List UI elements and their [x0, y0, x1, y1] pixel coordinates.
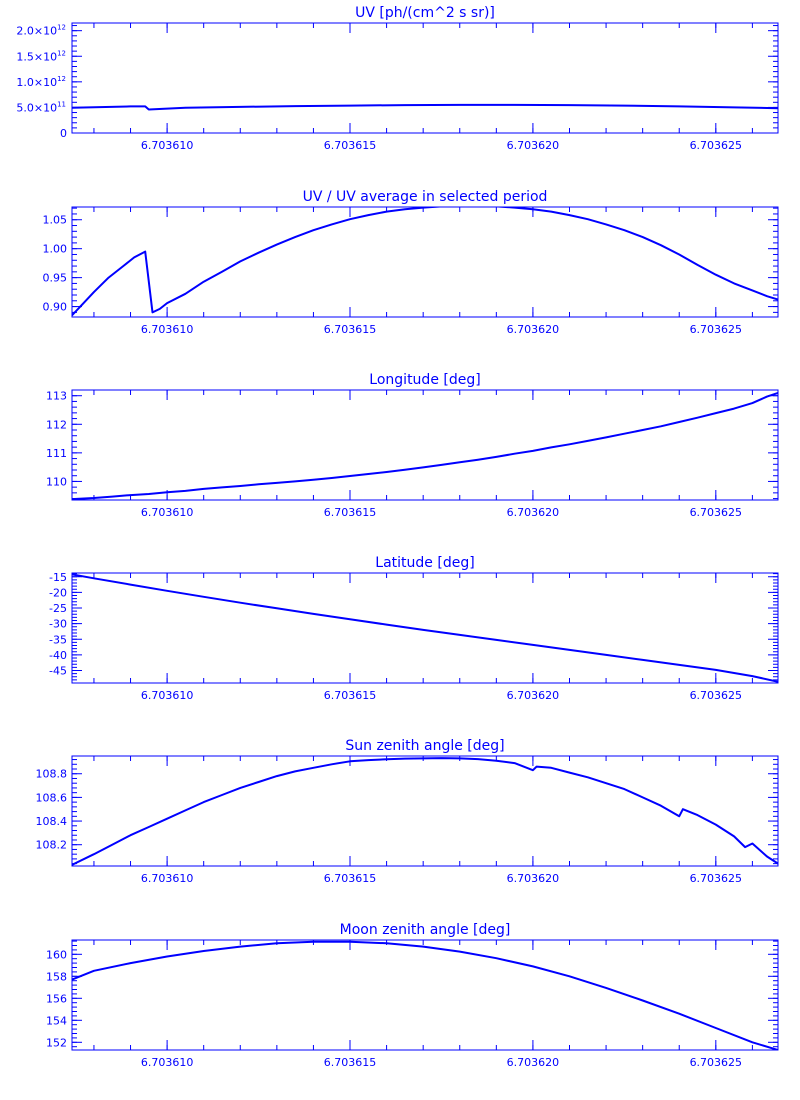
- x-tick-label: 6.703610: [141, 323, 194, 336]
- y-tick-label: 1.0×1012: [16, 75, 66, 89]
- chart-title: Longitude [deg]: [369, 372, 480, 388]
- y-tick-label: 111: [46, 447, 67, 460]
- y-tick-label: -45: [49, 665, 67, 678]
- x-tick-label: 6.703615: [324, 1056, 377, 1069]
- x-tick-label: 6.703615: [324, 506, 377, 519]
- chart-panel: UV [ph/(cm^2 s sr)] 6.703610 6.703615 6.703…: [16, 5, 779, 152]
- series-line: [72, 391, 778, 500]
- plot-frame: [71, 206, 779, 318]
- x-tick-label: 6.703615: [324, 872, 377, 885]
- x-tick-label: 6.703620: [507, 1056, 560, 1069]
- y-tick-label: -20: [49, 586, 67, 599]
- series-line: [72, 207, 778, 316]
- x-tick-label: 6.703615: [324, 139, 377, 152]
- chart-panel: UV / UV average in selected period 6.7036…: [43, 189, 779, 336]
- series-line: [72, 757, 778, 866]
- y-tick-label: 1.00: [43, 243, 68, 256]
- y-tick-label: 1.05: [43, 214, 68, 227]
- plot-frame: [71, 389, 779, 501]
- x-tick-label: 6.703620: [507, 872, 560, 885]
- chart-title: UV [ph/(cm^2 s sr)]: [355, 5, 495, 21]
- y-tick-label: 0.95: [43, 272, 68, 285]
- y-tick-label: -40: [49, 649, 67, 662]
- chart-title: Moon zenith angle [deg]: [340, 922, 511, 938]
- y-tick-label: 0.90: [43, 301, 68, 314]
- x-tick-label: 6.703610: [141, 872, 194, 885]
- y-tick-exponent: 12: [57, 75, 66, 83]
- x-tick-label: 6.703625: [690, 139, 743, 152]
- y-tick-label: 1.5×1012: [16, 49, 66, 63]
- y-tick-exponent: 11: [57, 100, 66, 108]
- y-tick-label: -35: [49, 633, 67, 646]
- x-tick-label: 6.703610: [141, 1056, 194, 1069]
- chart-title: Sun zenith angle [deg]: [345, 738, 504, 754]
- y-tick-mantissa: 1.0×10: [16, 76, 57, 89]
- x-tick-label: 6.703610: [141, 139, 194, 152]
- series-line: [72, 940, 778, 1050]
- chart-title: Latitude [deg]: [375, 555, 474, 571]
- x-tick-label: 6.703625: [690, 323, 743, 336]
- y-tick-label: 110: [46, 475, 67, 488]
- x-tick-label: 6.703620: [507, 139, 560, 152]
- y-tick-mantissa: 2.0×10: [16, 25, 57, 38]
- y-tick-label: 154: [46, 1014, 67, 1027]
- y-tick-exponent: 12: [57, 24, 66, 32]
- x-tick-label: 6.703620: [507, 323, 560, 336]
- chart-panel: Sun zenith angle [deg] 6.703610 6.703615 6.…: [36, 738, 779, 885]
- y-tick-mantissa: 1.5×10: [16, 50, 57, 63]
- series-line: [72, 103, 778, 111]
- y-tick-label: 0: [60, 127, 67, 140]
- chart-panel: Latitude [deg] 6.703610 6.703615 6.703620 6.…: [49, 555, 779, 702]
- y-tick-label: 108.8: [36, 768, 68, 781]
- x-tick-label: 6.703615: [324, 323, 377, 336]
- plot-frame: [71, 22, 779, 134]
- x-tick-label: 6.703610: [141, 506, 194, 519]
- x-tick-label: 6.703610: [141, 689, 194, 702]
- y-tick-label: 156: [46, 992, 67, 1005]
- x-tick-label: 6.703615: [324, 689, 377, 702]
- chart-title: UV / UV average in selected period: [303, 189, 548, 205]
- y-tick-label: -15: [49, 571, 67, 584]
- x-tick-label: 6.703625: [690, 872, 743, 885]
- y-tick-label: 160: [46, 948, 67, 961]
- y-tick-label: 2.0×1012: [16, 24, 66, 38]
- plot-frame: [71, 755, 779, 867]
- x-tick-label: 6.703620: [507, 689, 560, 702]
- y-tick-label: 108.6: [36, 791, 68, 804]
- y-tick-mantissa: 5.0×10: [16, 101, 57, 114]
- plot-frame: [71, 939, 779, 1051]
- x-tick-label: 6.703625: [690, 1056, 743, 1069]
- y-tick-label: 112: [46, 418, 67, 431]
- chart-panel: Longitude [deg] 6.703610 6.703615 6.703620 6…: [46, 372, 779, 519]
- y-tick-label: 5.0×1011: [16, 100, 66, 114]
- y-tick-label: 108.2: [36, 839, 68, 852]
- y-tick-label: 152: [46, 1036, 67, 1049]
- y-tick-label: 113: [46, 390, 67, 403]
- plot-frame: [71, 572, 779, 684]
- chart-panel: Moon zenith angle [deg] 6.703610 6.703615 6…: [46, 922, 779, 1069]
- x-tick-label: 6.703620: [507, 506, 560, 519]
- series-line: [72, 573, 778, 683]
- x-tick-label: 6.703625: [690, 689, 743, 702]
- y-tick-label: 108.4: [36, 815, 68, 828]
- y-tick-label: -25: [49, 602, 67, 615]
- x-tick-label: 6.703625: [690, 506, 743, 519]
- y-tick-label: -30: [49, 618, 67, 631]
- y-tick-label: 158: [46, 970, 67, 983]
- y-tick-exponent: 12: [57, 49, 66, 57]
